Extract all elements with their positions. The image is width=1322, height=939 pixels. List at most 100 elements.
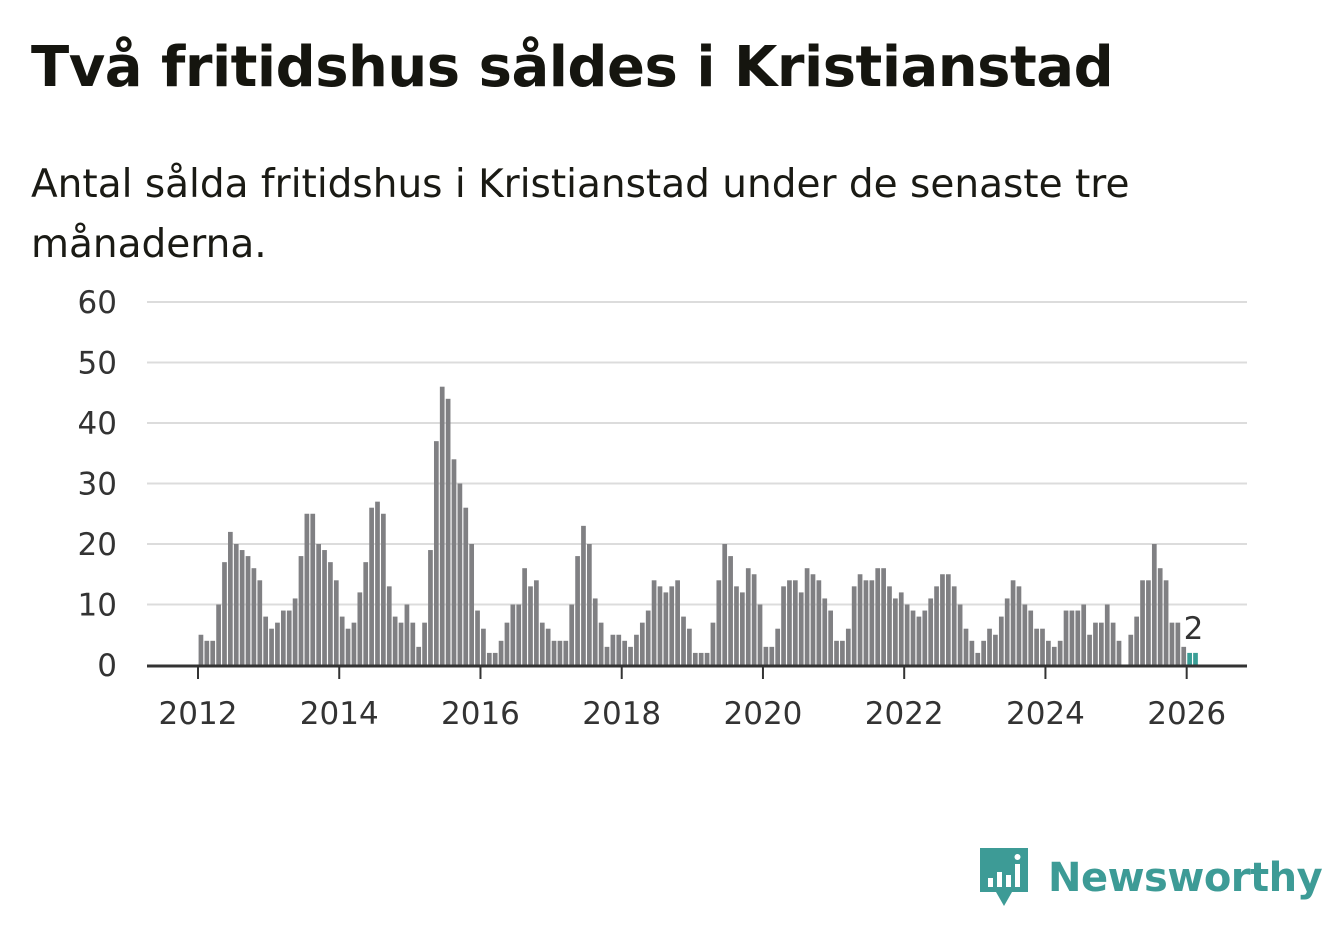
bar (628, 646, 633, 665)
bar (233, 544, 239, 665)
bar (251, 568, 257, 665)
bar (692, 652, 698, 665)
bar (198, 634, 204, 665)
bar (522, 568, 527, 665)
x-tick-label: 2018 (582, 696, 661, 732)
bar (1016, 586, 1022, 665)
bar (987, 628, 992, 665)
bar (1151, 544, 1157, 665)
bar (1175, 622, 1181, 665)
chart-title: Två fritidshus såldes i Kristianstad (31, 35, 1114, 100)
bar (898, 592, 904, 665)
data-label: 2 (1184, 611, 1204, 647)
bar (757, 604, 763, 665)
bar (704, 652, 710, 665)
bar (998, 616, 1004, 665)
bar (798, 592, 804, 665)
bar (1063, 610, 1069, 665)
bar (822, 598, 828, 665)
bar (863, 580, 869, 665)
bar (516, 604, 522, 665)
bar (392, 616, 398, 665)
bar (210, 640, 216, 665)
bar (622, 640, 628, 665)
bar (869, 580, 875, 665)
bar (422, 622, 427, 665)
x-tick-label: 2012 (159, 696, 238, 732)
bar (657, 586, 663, 665)
newsworthy-logo-icon (980, 848, 1028, 906)
bar (563, 640, 569, 665)
bar (404, 604, 410, 665)
bar (1057, 640, 1063, 665)
bar (810, 574, 816, 665)
bar (904, 604, 910, 665)
bar (993, 634, 998, 665)
bar (957, 604, 963, 665)
bar (1163, 580, 1169, 665)
bar (439, 386, 445, 665)
bar (1104, 604, 1110, 665)
bar (916, 616, 922, 665)
bar (298, 556, 304, 665)
bar (245, 556, 251, 665)
bar (475, 610, 480, 665)
bar (963, 628, 969, 665)
bar (604, 646, 610, 665)
bar (269, 628, 274, 665)
bar (663, 592, 669, 665)
x-tick-label: 2024 (1006, 696, 1085, 732)
bar (881, 568, 886, 665)
bar (257, 580, 263, 665)
bar (528, 586, 533, 665)
bar (1087, 634, 1092, 665)
y-tick-label: 0 (97, 648, 117, 684)
bar (498, 640, 504, 665)
brand-name: Newsworthy (1048, 855, 1322, 901)
bar (687, 628, 692, 665)
bar (740, 592, 745, 665)
bar (351, 622, 357, 665)
bar (1169, 622, 1175, 665)
y-tick-label: 10 (78, 588, 117, 624)
bar (357, 592, 363, 665)
bar (1051, 646, 1057, 665)
bar (828, 610, 833, 665)
bar (1028, 610, 1034, 665)
bar (851, 586, 857, 665)
bar (934, 586, 939, 665)
bar (1034, 628, 1039, 665)
bar (1157, 568, 1163, 665)
bar (922, 610, 928, 665)
bar (386, 586, 392, 665)
bar (1128, 634, 1134, 665)
y-tick-label: 50 (78, 346, 117, 382)
bar (322, 550, 327, 665)
bar (1081, 604, 1087, 665)
bar (716, 580, 722, 665)
bar (363, 562, 369, 665)
bar (816, 580, 822, 665)
brand-logo[interactable]: Newsworthy (980, 848, 1322, 908)
bar (569, 604, 575, 665)
bar (592, 598, 598, 665)
bar (381, 513, 386, 665)
bar (769, 646, 775, 665)
bar (304, 513, 310, 665)
bar (239, 550, 245, 665)
bar (463, 507, 469, 665)
bar (339, 616, 345, 665)
x-tick-label: 2016 (441, 696, 520, 732)
bar (651, 580, 657, 665)
bar (222, 562, 227, 665)
bar (598, 622, 604, 665)
bar (975, 652, 981, 665)
bar (951, 586, 957, 665)
bar (510, 604, 516, 665)
bar (286, 610, 292, 665)
bar (728, 556, 733, 665)
bar (1140, 580, 1145, 665)
bar (887, 586, 892, 665)
bar (857, 574, 863, 665)
bar (469, 544, 475, 665)
